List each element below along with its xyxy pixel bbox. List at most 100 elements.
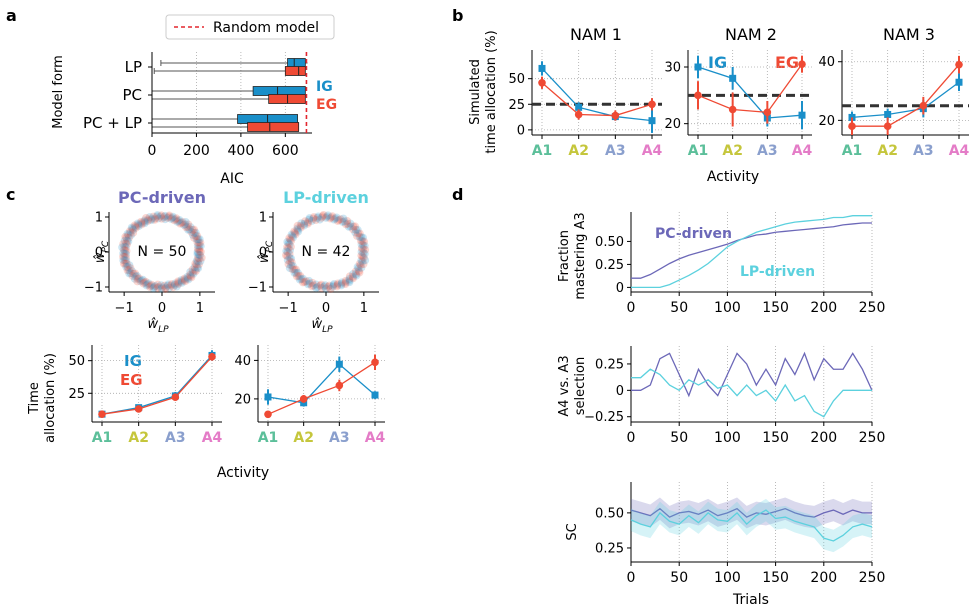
c-lp-ring-xtick-label: 0 [322,301,330,316]
c-pc-ring-point [187,228,196,237]
c-pc-ring-point [180,274,189,283]
c-lp-ring-point [332,213,341,222]
c-pc-ring-point [142,213,151,222]
c-pc-ring-point [121,253,130,262]
b1-marker [574,110,583,119]
c-pc-ring-point [170,279,179,288]
c-lp-ring-point [349,270,358,279]
c-pc-ring-point [119,239,128,248]
c-lp-ring-point [286,257,295,266]
c-pc-ring-point [195,247,204,256]
c_pc_alloc-xtick-label: A3 [165,430,186,446]
c-lp-ring-point [351,222,360,231]
c-lp-ring-point [283,256,292,265]
c-lp-ring-point [300,221,309,230]
c-pc-ring-point [154,282,163,291]
c-lp-ring-point [283,252,292,261]
c-ylabel-2: allocation (%) [43,353,58,443]
c-lp-ring-point [354,264,363,273]
c-lp-ring-xtick-label: −1 [279,301,298,316]
a-ytick-label: PC [122,86,142,104]
c-lp-ring-point [304,276,313,285]
c_lp_alloc-series-line [267,361,376,415]
b2-ytick-label: 20 [664,117,681,132]
b1-marker [611,111,620,120]
c-pc-ring-point [123,262,132,271]
c-lp-ring-point [361,245,370,254]
b-title-nam3: NAM 3 [883,25,935,44]
c-pc-ring-point [173,217,182,226]
c-pc-ring-point [172,214,181,223]
c-lp-ring-point [319,210,328,219]
c-pc-ring-point [190,233,199,242]
b1-ytick-label: 25 [508,98,525,113]
b3-xtick-label: A3 [913,143,934,159]
c-pc-ring-point [171,280,180,289]
c-lp-ring-point [312,283,321,292]
c_lp_alloc-marker [299,395,308,403]
c-pc-ring-point [167,214,176,223]
c-lp-ring-point [307,216,316,225]
c-pc-ring-point [145,282,154,291]
c-lp-ring-point [286,235,295,244]
c-pc-ring-point [142,281,151,290]
a-ytick-label: LP [125,58,142,76]
d1-xtick-label: 200 [810,300,837,316]
c-lp-ring-point [317,280,326,289]
c-pc-ring-point [164,212,173,221]
c-pc-ring-point [186,268,195,277]
d2-series-line [631,351,873,398]
d3-xtick-label: 250 [859,570,886,586]
c-lp-ring-point [283,248,292,256]
b1-xtick-label: A4 [642,143,663,159]
c-pc-ring-point [119,252,128,261]
b3-series-line [852,64,960,127]
c-lp-ring-point [293,221,302,230]
d2-xtick-label: 0 [627,430,636,446]
c-lp-ring-point [346,222,355,231]
c-lp-ring-point [360,249,369,258]
c-pc-ring-point [177,277,186,286]
c-pc-ring-ytick-label: 1 [95,211,103,226]
c-pc-ring-point [194,235,203,244]
c_lp_alloc-xtick-label: A2 [293,430,314,446]
c-lp-ring-point [345,278,354,287]
b1-marker [538,64,546,72]
c-lp-ring-point [323,211,332,220]
c-pc-ring-point [150,214,159,223]
c-lp-ring-xtick-label: 1 [360,301,368,316]
c-lp-ring-point [287,261,296,270]
c-lp-ring-point [304,280,313,289]
c-pc-ring-point [125,261,134,270]
c-lp-ring-point [322,284,330,293]
c-xlabel: Activity [217,465,269,481]
d2-xtick-label: 250 [859,430,886,446]
c-pc-ring-point [147,214,156,223]
c-lp-ring-point [359,244,368,253]
d1-ytick-label: 0 [616,281,624,296]
c-lp-ring-point [331,214,340,223]
legend-random-model: Random model [165,14,335,40]
c-pc-ring-point [185,225,194,234]
b2-marker [694,91,702,100]
c-lp-ring-point [351,225,360,234]
c-lp-ring-point [341,279,350,288]
c-lp-ring-point [287,236,296,245]
c-lp-ring-point [291,265,300,274]
c-pc-ring-point [119,245,128,254]
c-lp-ring-point [324,282,333,291]
c-lp-ring-point [333,216,342,225]
c-pc-ring-point [121,246,130,255]
c-pc-ring-point [183,222,192,231]
c-lp-ring-point [356,236,365,245]
b2-xtick-label: A2 [722,143,743,159]
d3-band [631,498,872,553]
c-pc-ring-point [121,259,130,268]
c-lp-ring-point [325,281,334,290]
c-lp-ring-point [346,219,355,228]
c-lp-ring-point [284,244,293,253]
c-lp-ring-point [358,233,367,242]
c-lp-ring-point [339,214,348,223]
c-lp-xlabel: ŵLP [311,317,333,335]
a-box [268,94,306,104]
